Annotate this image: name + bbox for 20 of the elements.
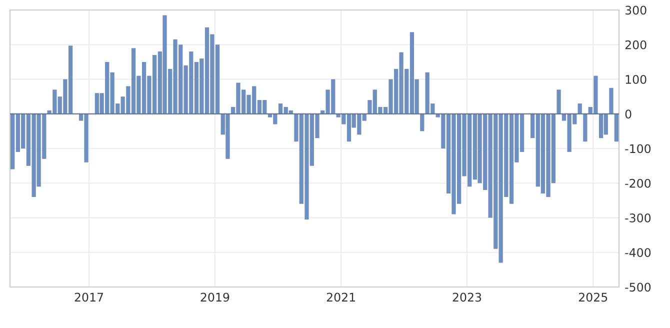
y-tick-label: -400 [625, 248, 651, 258]
x-tick-label: 2019 [200, 292, 230, 302]
x-tick-label: 2017 [74, 292, 104, 302]
y-tick-label: -300 [625, 213, 651, 222]
y-tick-label: 100 [626, 74, 646, 84]
bar [583, 114, 588, 142]
y-tick-label: 300 [625, 6, 646, 15]
bar [614, 114, 618, 142]
y-tick-label: 200 [625, 40, 646, 50]
x-tick-label: 2021 [326, 292, 355, 302]
y-tick-label: 0 [625, 110, 632, 119]
bar [556, 90, 561, 114]
x-tick-label: 2025 [578, 292, 608, 302]
bar [578, 103, 582, 114]
bar [420, 114, 424, 132]
x-tick-label: 2023 [452, 292, 482, 302]
y-tick-label: -200 [625, 178, 651, 188]
bar [609, 88, 614, 114]
y-tick-label: -500 [625, 282, 651, 292]
y-tick-label: -100 [625, 144, 651, 154]
